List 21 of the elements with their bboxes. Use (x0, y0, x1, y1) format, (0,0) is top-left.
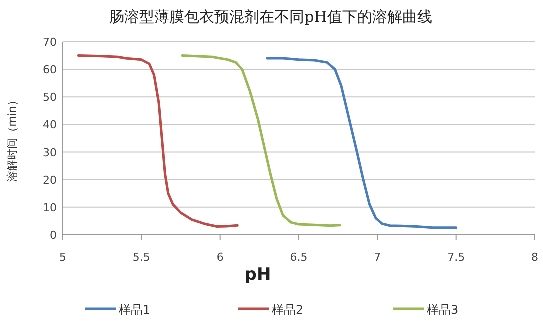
x-tick-label: 5 (60, 251, 66, 264)
y-tick-label: 0 (50, 229, 57, 242)
x-axis-title: pH (244, 265, 272, 285)
x-tick-label: 6.5 (290, 251, 308, 264)
legend-label: 样品3 (427, 303, 459, 317)
x-tick-label: 7.5 (448, 251, 466, 264)
y-axis-title: 溶解时间（min） (6, 95, 19, 182)
y-tick-label: 10 (43, 201, 57, 214)
y-tick-label: 50 (43, 91, 57, 104)
x-tick-label: 8 (532, 251, 538, 264)
title: 肠溶型薄膜包衣预混剂在不同pH值下的溶解曲线 (110, 8, 432, 26)
y-tick-label: 20 (43, 174, 57, 187)
x-tick-label: 5.5 (132, 251, 150, 264)
y-tick-label: 30 (43, 146, 57, 160)
legend-label: 样品1 (119, 303, 151, 317)
y-tick-label: 40 (43, 118, 57, 132)
legend-label: 样品2 (272, 303, 304, 317)
x-tick-label: 6 (216, 251, 224, 264)
y-tick-label: 70 (43, 36, 57, 49)
y-tick-label: 60 (43, 64, 57, 77)
x-tick-label: 7 (374, 251, 382, 264)
